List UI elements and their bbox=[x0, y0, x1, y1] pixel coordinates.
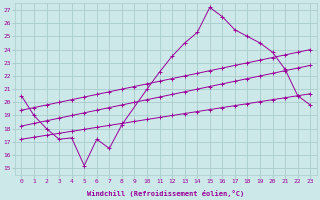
X-axis label: Windchill (Refroidissement éolien,°C): Windchill (Refroidissement éolien,°C) bbox=[87, 190, 244, 197]
